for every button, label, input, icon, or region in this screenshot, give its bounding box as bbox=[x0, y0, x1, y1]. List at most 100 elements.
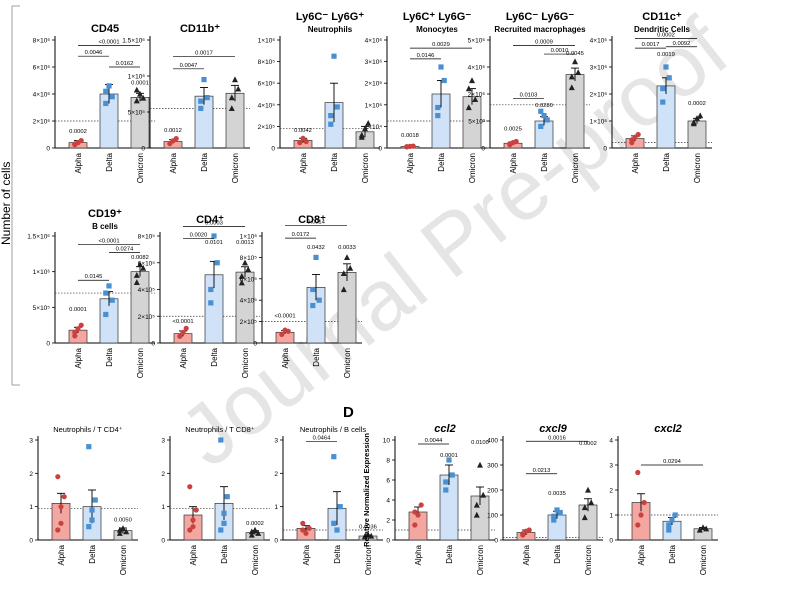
bar-omicron bbox=[225, 92, 245, 149]
data-point bbox=[473, 501, 480, 508]
data-point bbox=[538, 123, 544, 129]
x-tick-label: Omicron bbox=[361, 153, 370, 183]
data-point bbox=[441, 77, 447, 84]
data-point bbox=[404, 144, 410, 150]
data-point bbox=[316, 297, 322, 303]
data-point bbox=[347, 264, 354, 271]
data-point bbox=[133, 97, 140, 104]
data-point bbox=[472, 96, 479, 102]
data-point bbox=[221, 520, 227, 526]
data-point bbox=[86, 444, 92, 450]
panel-letter-d: D bbox=[343, 404, 354, 421]
data-point bbox=[672, 512, 678, 518]
p-value-label: 0.0025 bbox=[504, 127, 522, 133]
x-tick-label: Omicron bbox=[251, 545, 260, 575]
chart-title: CD11b⁺ bbox=[180, 23, 220, 35]
data-point bbox=[568, 84, 575, 91]
p-value-label: 0.0017 bbox=[195, 51, 213, 57]
y-tick-label: 0 bbox=[46, 341, 50, 348]
y-tick-label: 0 bbox=[481, 146, 485, 153]
data-point bbox=[214, 260, 220, 266]
data-point bbox=[465, 85, 472, 92]
p-value-label: <0.0001 bbox=[172, 319, 193, 325]
data-point bbox=[572, 58, 578, 65]
y-tick-label: 3×10⁶ bbox=[590, 65, 608, 72]
chart-title: CD11c⁺ bbox=[642, 11, 682, 23]
data-point bbox=[78, 322, 84, 328]
data-point bbox=[72, 329, 78, 335]
p-value-label: 0.0036 bbox=[359, 524, 377, 530]
data-point bbox=[575, 69, 582, 75]
data-point bbox=[418, 502, 424, 508]
data-point bbox=[279, 331, 285, 338]
data-point bbox=[300, 527, 306, 533]
bar-omicron bbox=[687, 120, 707, 149]
data-point bbox=[303, 530, 309, 536]
p-value-label: 0.0010 bbox=[551, 48, 569, 54]
data-point bbox=[133, 86, 140, 93]
data-point bbox=[696, 526, 703, 533]
chart-subtitle: Recruited macrophages bbox=[494, 25, 586, 34]
data-point bbox=[666, 522, 672, 528]
data-point bbox=[554, 507, 560, 513]
y-tick-label: 8×10⁶ bbox=[33, 38, 51, 45]
data-point bbox=[208, 286, 214, 293]
chart-neut: Ly6C⁻ Ly6G⁺ Neutrophils 0 2×10⁵ 4×10⁵ 6×10⁵ 8×… bbox=[258, 11, 380, 183]
data-point bbox=[224, 494, 230, 500]
p-value-label: 0.0018 bbox=[401, 133, 419, 139]
data-point bbox=[669, 517, 675, 523]
p-value-label: 0.0002 bbox=[657, 33, 675, 39]
x-tick-label: Omicron bbox=[136, 153, 145, 183]
y-tick-label: 2 bbox=[29, 471, 33, 478]
p-value-label: 0.0172 bbox=[292, 232, 310, 238]
data-point bbox=[328, 121, 334, 127]
p-value-label: 0.0009 bbox=[535, 39, 553, 45]
p-value-label: 0.0432 bbox=[307, 245, 325, 251]
p-value-label: 0.0146 bbox=[417, 53, 435, 59]
chart-title: Ly6C⁻ Ly6G⁻ bbox=[506, 11, 574, 23]
data-point bbox=[103, 290, 109, 296]
y-tick-label: 0 bbox=[271, 146, 275, 153]
data-point bbox=[297, 140, 303, 146]
data-point bbox=[190, 524, 196, 530]
data-point bbox=[340, 270, 347, 277]
data-point bbox=[641, 499, 647, 506]
data-point bbox=[221, 510, 227, 516]
y-tick-label: 6×10⁵ bbox=[138, 260, 156, 267]
x-tick-label: Alpha bbox=[637, 544, 646, 565]
data-point bbox=[198, 98, 204, 104]
data-point bbox=[331, 520, 337, 526]
data-point bbox=[103, 100, 109, 107]
data-point bbox=[89, 517, 95, 523]
data-point bbox=[78, 137, 84, 144]
y-tick-label: 2 bbox=[274, 471, 278, 478]
y-tick-label: 3 bbox=[274, 438, 278, 445]
data-point bbox=[473, 511, 480, 518]
chart-ratio_cd8: Neutrophils / T CD8⁺ 0 1 2 3 Alpha Delta Omicro… bbox=[161, 425, 270, 575]
data-point bbox=[198, 105, 204, 111]
y-tick-label: 4 bbox=[609, 438, 613, 445]
data-point bbox=[666, 527, 672, 533]
p-value-label: 0.0014 bbox=[307, 219, 326, 225]
data-point bbox=[58, 520, 64, 526]
p-value-label: 0.0464 bbox=[313, 436, 332, 442]
y-tick-label: 4×10⁶ bbox=[590, 38, 608, 45]
data-point bbox=[106, 283, 112, 289]
data-point bbox=[412, 522, 418, 528]
x-tick-label: Delta bbox=[437, 152, 446, 171]
y-tick-label: 5×10⁵ bbox=[128, 110, 146, 117]
chart-title: CD19⁺ bbox=[88, 208, 122, 220]
p-value-label: 0.0046 bbox=[85, 50, 103, 56]
p-value-label: 0.0001 bbox=[131, 81, 149, 87]
data-point bbox=[137, 261, 143, 268]
x-tick-label: Alpha bbox=[406, 152, 415, 173]
bar-omicron bbox=[565, 74, 585, 149]
data-point bbox=[551, 517, 557, 523]
x-tick-label: Alpha bbox=[302, 544, 311, 565]
data-point bbox=[193, 507, 199, 513]
x-tick-label: Delta bbox=[330, 152, 339, 171]
chart-cd4: CD4⁺ 0 2×10⁵ 4×10⁵ 6×10⁵ 8×10⁵ Alpha Delta Omicr… bbox=[138, 214, 260, 378]
p-value-label: 0.0012 bbox=[164, 128, 182, 134]
y-tick-label: 1 bbox=[161, 504, 165, 511]
